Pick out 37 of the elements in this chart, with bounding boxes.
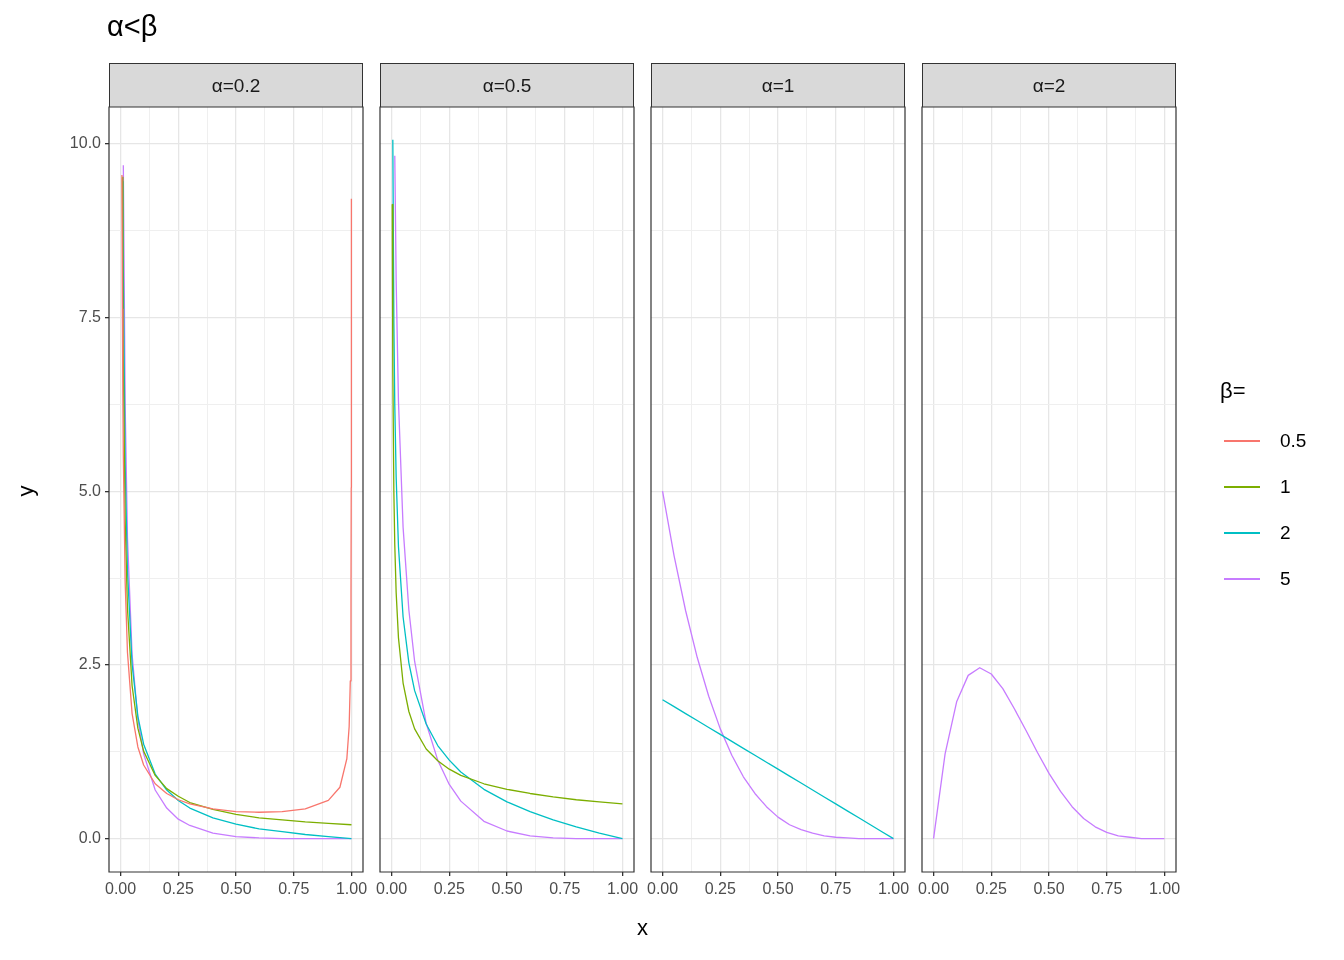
- x-tick-label: 0.25: [433, 880, 465, 898]
- chart-title: α=1: [651, 63, 905, 107]
- x-tick-label: 0.50: [220, 880, 252, 898]
- x-tick-label: 0.00: [646, 880, 679, 898]
- chart-title: α=0.2: [109, 63, 363, 107]
- x-tick-label: 0.00: [375, 880, 408, 898]
- y-tick-label: 7.5: [78, 307, 102, 325]
- y-tick-label: 5.0: [78, 481, 102, 499]
- legend-label: 2: [1280, 522, 1291, 544]
- x-tick-label: 0.50: [1033, 880, 1065, 898]
- x-tick-label: 0.75: [820, 880, 852, 898]
- legend-label: 0.5: [1280, 430, 1307, 452]
- x-axis-title: x: [636, 915, 649, 941]
- text: α<β: [107, 10, 158, 43]
- x-tick-label: 1.00: [1148, 880, 1181, 898]
- x-tick-label: 0.75: [278, 880, 310, 898]
- legend-label: 1: [1280, 476, 1291, 498]
- y-axis-title: y: [12, 485, 39, 497]
- y-tick-label: 10.0: [69, 134, 102, 152]
- x-tick-label: 0.00: [104, 880, 137, 898]
- y-tick-label: 0.0: [78, 829, 102, 847]
- x-tick-label: 0.25: [162, 880, 194, 898]
- x-tick-label: 0.25: [975, 880, 1007, 898]
- x-tick-label: 1.00: [606, 880, 639, 898]
- y-tick-label: 2.5: [78, 655, 102, 673]
- x-tick-label: 0.00: [917, 880, 950, 898]
- chart-title: α=2: [922, 63, 1176, 107]
- x-tick-label: 0.25: [704, 880, 736, 898]
- legend-label: 5: [1280, 568, 1291, 590]
- x-tick-label: 1.00: [335, 880, 368, 898]
- x-tick-label: 0.50: [762, 880, 794, 898]
- x-tick-label: 0.75: [549, 880, 581, 898]
- legend-title: β=: [1220, 378, 1247, 404]
- chart-title: α=0.5: [380, 63, 634, 107]
- x-tick-label: 0.50: [491, 880, 523, 898]
- x-tick-label: 0.75: [1091, 880, 1123, 898]
- x-tick-label: 1.00: [877, 880, 910, 898]
